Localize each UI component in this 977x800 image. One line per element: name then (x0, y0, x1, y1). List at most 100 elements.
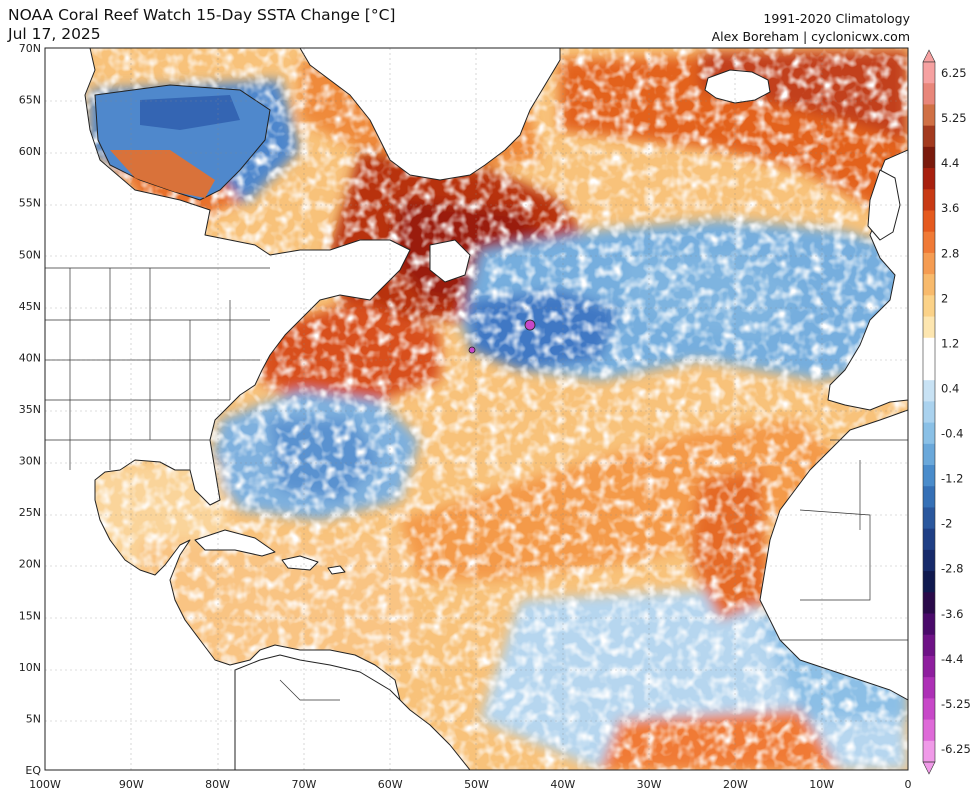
colorbar-label: -1.2 (941, 472, 963, 486)
latitude-label: 60N (19, 145, 41, 158)
colorbar-label: -4.4 (941, 652, 963, 666)
gridlines (45, 48, 908, 770)
colorbar-label: -2.8 (941, 562, 963, 576)
latitude-label: 65N (19, 94, 41, 107)
colorbar-label: 0.4 (941, 381, 959, 395)
credit-label: Alex Boreham | cyclonicwx.com (711, 29, 910, 44)
colorbar-label: -6.25 (941, 742, 971, 756)
colorbar-segment (923, 337, 935, 360)
colorbar-segment (923, 83, 935, 105)
colorbar-label: 5.25 (941, 111, 967, 125)
latitude-label: 40N (19, 351, 41, 364)
colorbar-segment (923, 146, 935, 169)
colorbar-frame (922, 61, 936, 763)
colorbar-segment (923, 168, 935, 190)
colorbar-label: 1.2 (941, 336, 959, 350)
latitude-label: 30N (19, 455, 41, 468)
latitude-label: 25N (19, 506, 41, 519)
colorbar-label: 6.25 (941, 66, 967, 80)
colorbar-segment (923, 210, 935, 233)
colorbar-segment (923, 380, 935, 402)
colorbar-segment (923, 62, 935, 84)
climatology-label: 1991-2020 Climatology (763, 11, 910, 26)
colorbar-segment (923, 401, 935, 424)
colorbar-segment (923, 655, 935, 678)
colorbar-segment (923, 634, 935, 657)
longitude-label: 50W (464, 778, 489, 791)
colorbar-min-arrow (922, 761, 936, 775)
colorbar-max-arrow (922, 49, 936, 63)
colorbar-segment (923, 295, 935, 318)
latitude-label: 35N (19, 403, 41, 416)
longitude-label: 70W (291, 778, 316, 791)
latitude-label: EQ (25, 764, 41, 777)
colorbar-labels: 6.25 5.25 4.4 3.6 2.8 2 1.2 0.4 -0.4 -1.2 -2 -2.8 -3… (941, 66, 971, 756)
british-isles-land (867, 169, 901, 241)
longitude-label: 30W (637, 778, 662, 791)
colorbar-segment (923, 274, 935, 296)
hudson-bay (94, 84, 271, 201)
colorbar-segment (923, 698, 935, 721)
colorbar-segment (923, 740, 935, 763)
map-date: Jul 17, 2025 (8, 25, 101, 43)
colorbar-label: 4.4 (941, 156, 959, 170)
colorbar-segment (923, 465, 935, 487)
newfoundland-land (429, 239, 471, 283)
colorbar-label: 2.8 (941, 246, 959, 260)
longitude-label: 60W (378, 778, 403, 791)
colorbar-segment (923, 125, 935, 148)
longitude-labels: 100W 90W 80W 70W 60W 50W 40W 30W 20W 10W 0 (29, 778, 911, 791)
colorbar-segment (923, 189, 935, 211)
hispaniola-land (281, 555, 319, 571)
colorbar-segment (923, 443, 935, 466)
colorbar-segment (923, 358, 935, 381)
latitude-label: 20N (19, 558, 41, 571)
map-title: NOAA Coral Reef Watch 15-Day SSTA Change… (8, 6, 396, 24)
colorbar-label: -5.25 (941, 697, 971, 711)
land-masses (45, 48, 908, 770)
latitude-labels: 70N 65N 60N 55N 50N 45N 40N 35N 30N 25N 20N 15N 10N 5… (19, 42, 42, 777)
latitude-label: 15N (19, 609, 41, 622)
map-frame (44, 47, 909, 771)
colorbar-segment (923, 486, 935, 508)
colorbar-segment (923, 252, 935, 275)
greenland-land (299, 48, 561, 181)
colorbar-segment (923, 719, 935, 742)
colorbar-segment (923, 571, 935, 593)
latitude-label: 70N (19, 42, 41, 55)
latitude-label: 55N (19, 197, 41, 210)
longitude-label: 90W (119, 778, 144, 791)
puerto-rico-land (327, 565, 346, 575)
longitude-label: 100W (29, 778, 61, 791)
colorbar-segment (923, 677, 935, 699)
colorbar-label: 3.6 (941, 201, 959, 215)
longitude-label: 0 (905, 778, 912, 791)
colorbar-label: -2 (941, 517, 952, 531)
iceland-land (704, 69, 771, 104)
colorbar-label: -0.4 (941, 427, 963, 441)
colorbar-segment (923, 422, 935, 445)
longitude-label: 10W (809, 778, 834, 791)
latitude-label: 10N (19, 661, 41, 674)
latitude-label: 50N (19, 248, 41, 261)
cuba-land (194, 529, 276, 557)
colorbar (922, 49, 936, 775)
latitude-label: 5N (26, 712, 41, 725)
colorbar-label: -3.6 (941, 607, 963, 621)
colorbar-segment (923, 231, 935, 254)
longitude-label: 20W (723, 778, 748, 791)
colorbar-segment (923, 613, 935, 636)
latitude-label: 45N (19, 300, 41, 313)
colorbar-segment (923, 104, 935, 127)
political-borders (45, 267, 908, 701)
africa-land (759, 409, 908, 701)
colorbar-segment (923, 549, 935, 572)
longitude-label: 40W (550, 778, 575, 791)
longitude-label: 80W (205, 778, 230, 791)
colorbar-segment (923, 592, 935, 615)
colorbar-segment (923, 316, 935, 339)
colorbar-label: 2 (941, 291, 948, 305)
colorbar-segment (923, 507, 935, 530)
colorbar-segment (923, 528, 935, 551)
